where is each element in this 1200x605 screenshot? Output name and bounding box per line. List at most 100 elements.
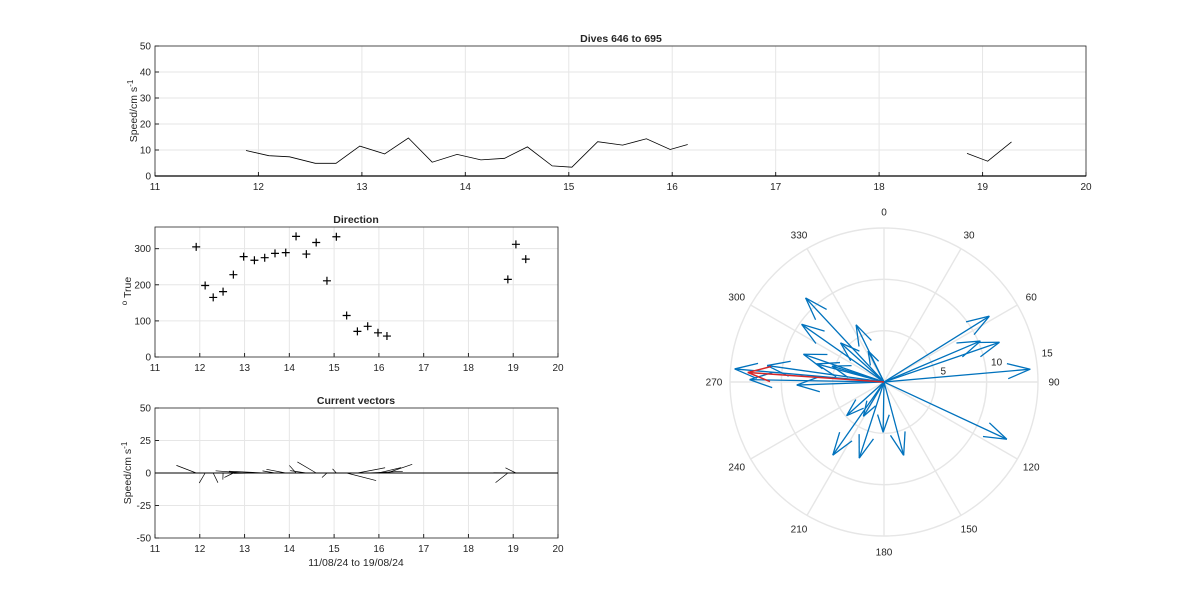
direction-point-19 [382,332,391,341]
vectors-ytick-label: 0 [145,469,151,480]
direction-point-11 [302,250,311,259]
compass-arrow-6-shaft [796,381,885,386]
speed-xtick-label: 15 [563,182,575,193]
direction-point-3 [219,287,228,296]
vectors-ytick-label: -50 [137,534,152,545]
direction-ytick-label: 300 [134,244,151,255]
direction-xtick-label: 12 [194,363,206,374]
compass-arrow-19-head-1 [973,315,990,336]
compass-arrow-19-head-0 [965,315,990,323]
compass-arrow-15-shaft [883,381,1008,440]
compass-arrow-20-head-0 [832,440,853,456]
compass-spoke-120 [883,381,1018,460]
speed-series-line-1 [966,141,1012,162]
direction-point-5 [239,252,248,261]
current-vector-18 [377,467,402,474]
current-vector-4 [224,472,234,478]
direction-ylabel: o True [120,277,134,306]
speed-series-line-0 [245,137,688,168]
direction-plot-area [155,227,558,357]
vectors-xtick-label: 16 [373,544,385,555]
compass-arrow-21-head-0 [839,342,852,362]
compass-arrow-6-head-0 [796,384,821,393]
vectors-xtick-label: 14 [284,544,296,555]
compass-arrow-19-shaft [883,315,990,383]
direction-point-2 [209,293,218,302]
compass-arrow-1-head-0 [858,438,874,459]
speed-ylabel: Speed/cm s-1 [126,79,140,142]
current-vector-5 [215,470,244,474]
current-vector-15 [346,472,377,481]
compass-spoke-60 [883,304,1018,383]
compass-spoke-330 [806,248,885,383]
compass-arrow-11-head-0 [816,363,837,378]
compass-arrow-12-head-1 [805,297,827,310]
compass-arrow-3-shaft [882,381,885,433]
current-vector-16 [357,467,386,474]
compass-arrow-20-head-1 [832,431,841,456]
compass-radius-label: 5 [940,366,946,377]
compass-angle-label: 120 [1023,463,1040,474]
compass-arrow-22-head-0 [749,379,773,389]
compass-arrow-14-shaft [867,350,885,383]
speed-xtick-label: 18 [874,182,886,193]
direction-ytick-label: 100 [134,316,151,327]
direction-point-17 [363,322,372,331]
compass-mean-arrow-head-0 [747,371,771,383]
speed-xtick-label: 14 [460,182,472,193]
compass-arrow-14 [867,350,885,383]
compass-arrow-13-head-0 [862,405,876,417]
speed-xtick-label: 17 [770,182,782,193]
direction-point-14 [332,232,341,241]
direction-ytick-label: 200 [134,280,151,291]
speed-xtick-label: 19 [977,182,989,193]
direction-point-1 [201,281,210,290]
compass-arrow-12-shaft [805,297,885,383]
compass-arrow-4 [846,381,885,417]
compass-arrow-0 [801,323,885,383]
direction-point-20 [503,275,512,284]
compass-arrow-10-head-1 [855,324,872,341]
vectors-xtick-label: 20 [552,544,564,555]
current-vector-2 [212,472,219,483]
compass-arrow-15-head-0 [988,422,1008,440]
vectors-xtick-label: 19 [508,544,520,555]
compass-mean-arrow [747,365,885,383]
compass-arrow-4-head-0 [846,407,864,417]
compass-arrow-20 [832,381,885,456]
direction-xtick-label: 13 [239,363,251,374]
compass-arrow-3 [876,381,890,433]
direction-point-6 [250,256,259,265]
compass-arrow-11 [816,361,885,383]
direction-xtick-label: 20 [552,363,564,374]
vectors-ytick-label: 50 [140,404,152,415]
current-vector-12 [297,461,317,474]
compass-angle-label: 270 [706,378,723,389]
current-vector-14 [332,468,337,474]
compass-arrow-17-head-1 [1007,368,1031,380]
speed-ytick-label: 50 [140,42,152,53]
compass-arrow-0-shaft [801,323,885,383]
compass-arrow-15-head-1 [982,435,1007,440]
compass-arrow-21-head-1 [840,342,860,352]
current-vector-13 [321,472,328,478]
compass-angle-label: 0 [881,208,887,219]
compass-arrow-16-head-1 [980,341,1000,358]
compass-arrow-7-head-1 [734,362,759,370]
speed-ytick-label: 10 [140,146,152,157]
vectors-xlabel: 11/08/24 to 19/08/24 [308,557,404,569]
compass-angle-label: 30 [963,230,975,241]
current-vector-7 [228,470,265,474]
compass-arrow-2-head-0 [903,431,906,456]
direction-point-21 [511,240,520,249]
compass-angle-label: 180 [876,548,893,559]
compass-arrow-21 [839,342,885,383]
speed-xtick-label: 13 [356,182,368,193]
compass-arrow-1 [858,381,885,459]
compass-arrow-20-shaft [832,381,885,456]
vectors-xtick-label: 17 [418,544,430,555]
current-vector-1 [198,472,206,484]
compass-arrow-2-shaft [883,381,905,456]
direction-panel: 11 12 13 14 15 16 17 18 19 200100200300Directiono… [120,214,564,374]
direction-point-15 [342,311,351,320]
